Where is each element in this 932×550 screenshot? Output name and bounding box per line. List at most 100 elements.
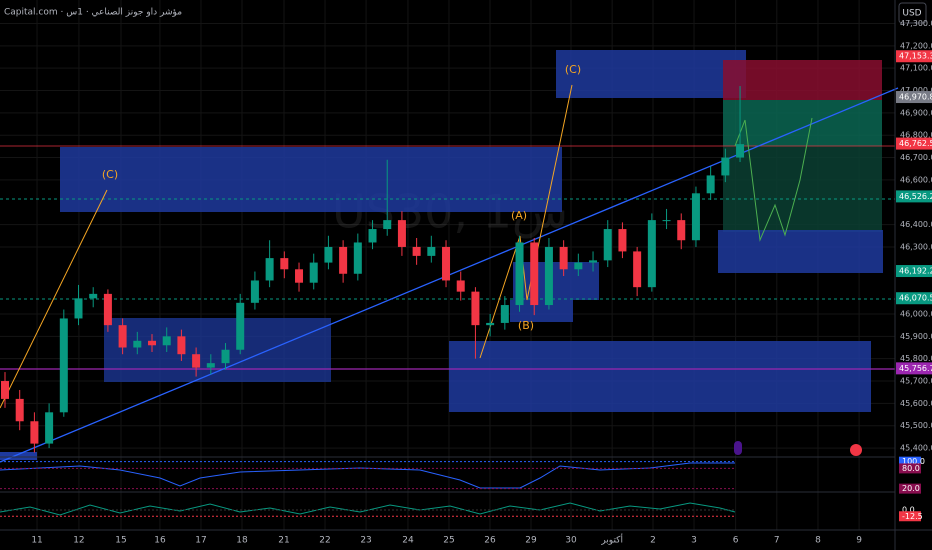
zone <box>60 147 562 212</box>
x-tick-label: 7 <box>774 536 780 546</box>
x-tick-label: 8 <box>815 536 821 546</box>
candle-body <box>589 260 598 263</box>
x-tick-label: 12 <box>73 536 84 546</box>
candle-body <box>30 421 39 444</box>
indicator-tag <box>899 505 921 515</box>
y-tick-label: 46,900.0 <box>900 108 932 117</box>
price-tag-label: 46,526.2 <box>899 192 932 201</box>
candle-body <box>412 246 421 256</box>
zone <box>104 318 331 382</box>
x-tick-label: 16 <box>154 536 166 546</box>
x-tick-label: 15 <box>115 536 126 546</box>
candle-body <box>309 262 318 283</box>
x-tick-label: 17 <box>195 536 206 546</box>
zone <box>449 341 871 412</box>
candle-body <box>574 262 583 270</box>
target-zone <box>723 100 882 146</box>
x-tick-label: 9 <box>856 536 862 546</box>
price-tag <box>896 190 932 203</box>
y-tick-label: 47,000.0 <box>900 86 932 95</box>
price-tag <box>896 362 932 375</box>
event-icon[interactable] <box>734 441 742 455</box>
candle-body <box>103 293 112 326</box>
candle-body <box>691 193 700 241</box>
candle-body <box>633 251 642 288</box>
candle-body <box>192 354 201 368</box>
currency-button[interactable] <box>898 2 927 24</box>
y-tick-label: 47,200.0 <box>900 41 932 50</box>
indicator-tag-label: 80.0 <box>902 464 920 473</box>
price-tag-label: 45,756.7 <box>899 364 932 373</box>
candle-body <box>148 340 157 346</box>
candle-body <box>486 322 495 326</box>
candle-body <box>383 220 392 230</box>
drawings: (C) (C) (A) (B) <box>0 50 899 463</box>
zone <box>0 452 37 460</box>
candle-body <box>721 157 730 176</box>
y-tick-label: 45,600.0 <box>900 399 932 408</box>
candle-body <box>368 229 377 243</box>
x-tick-label: أكتوبر <box>600 534 623 546</box>
y-tick-label: 46,400.0 <box>900 220 932 229</box>
x-tick-label: 3 <box>691 536 697 546</box>
y-tick-label: 46,700.0 <box>900 153 932 162</box>
zone <box>510 300 573 322</box>
price-tag-label: 46,970.8 <box>899 93 932 102</box>
y-tick-label: 47,300.0 <box>900 19 932 28</box>
indicator-tag <box>899 456 921 467</box>
price-tag-label: 47,153.3 <box>899 52 932 61</box>
candle-body <box>133 340 142 348</box>
indicator-tag-label: -12.5 <box>902 512 923 521</box>
price-tag <box>896 91 932 104</box>
price-tag-label: 46,192.2 <box>899 267 932 276</box>
candle-body <box>515 242 524 306</box>
indicator-tag <box>899 463 921 474</box>
x-tick-label: 23 <box>360 536 371 546</box>
x-tick-label: 11 <box>31 536 42 546</box>
candle-body <box>89 293 98 299</box>
chart-title: Capital.com · مؤشر داو جونز الصناعي · 1س <box>4 8 182 18</box>
candle-body <box>221 349 230 364</box>
candle-body <box>471 291 480 326</box>
wave-label: (C) <box>102 168 118 181</box>
candle-body <box>250 280 259 303</box>
x-tick-label: 26 <box>484 536 496 546</box>
x-tick-label: 30 <box>565 536 577 546</box>
wave-line <box>0 189 108 409</box>
x-tick-label: 29 <box>525 536 537 546</box>
candle-body <box>427 246 436 256</box>
target-zone <box>723 146 882 232</box>
candle-body <box>618 229 627 252</box>
candle-body <box>530 242 539 306</box>
y-tick-label: 45,800.0 <box>900 354 932 363</box>
indicator-tag-label: 100.0 <box>902 457 925 466</box>
y-tick-label: 46,300.0 <box>900 242 932 251</box>
price-tag <box>896 292 932 305</box>
y-tick-label: 46,800.0 <box>900 131 932 140</box>
zone <box>513 262 599 300</box>
y-tick-label: 45,500.0 <box>900 421 932 430</box>
x-tick-label: 18 <box>236 536 248 546</box>
event-icon[interactable] <box>850 444 862 456</box>
price-tag <box>896 265 932 278</box>
x-tick-label: 6 <box>733 536 739 546</box>
x-tick-label: 25 <box>443 536 454 546</box>
candle-body <box>736 144 745 158</box>
candle-body <box>677 220 686 241</box>
y-tick-label: 46,600.0 <box>900 175 932 184</box>
wave-label: (C) <box>565 63 581 76</box>
candle-body <box>397 220 406 247</box>
y-tick-label: 47,100.0 <box>900 64 932 73</box>
indicator-tag <box>899 511 921 522</box>
indicator-tag-label: 20.0 <box>902 484 920 493</box>
candle-body <box>0 381 9 399</box>
x-tick-label: 2 <box>650 536 656 546</box>
candle-body <box>162 336 171 346</box>
candle-body <box>647 220 656 288</box>
indicator-tag <box>899 483 921 494</box>
currency: USD <box>902 9 921 19</box>
candle-body <box>236 302 245 350</box>
candle-body <box>559 246 568 270</box>
candle-body <box>118 325 127 348</box>
